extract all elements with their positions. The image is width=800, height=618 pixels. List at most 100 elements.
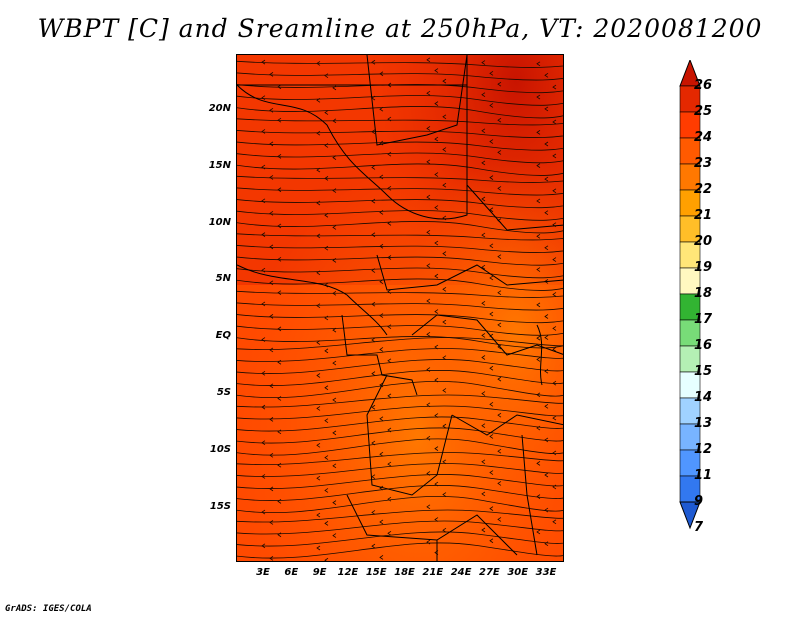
streamline	[237, 394, 563, 408]
streamline-arrow	[481, 264, 486, 270]
streamline-arrow	[481, 333, 486, 338]
streamline	[237, 221, 563, 234]
lon-tick-label: 30E	[507, 567, 529, 578]
lon-tick-label: 15E	[365, 567, 387, 578]
colorbar-label: 21	[694, 208, 713, 223]
streamline-arrow	[497, 517, 502, 522]
streamline	[237, 452, 563, 465]
streamline-arrow	[316, 512, 321, 518]
streamline	[237, 60, 563, 68]
streamline-arrow	[261, 198, 266, 204]
streamline-arrow	[387, 324, 392, 330]
streamline-arrow	[552, 188, 557, 194]
streamline-arrow	[387, 151, 392, 157]
colorbar-label: 7	[694, 520, 704, 535]
streamline-arrow	[316, 340, 321, 345]
streamline-arrow	[332, 118, 337, 124]
streamline-arrow	[552, 84, 557, 90]
streamline-arrow	[536, 94, 541, 100]
streamline-arrow	[277, 154, 282, 159]
streamline-arrow	[536, 198, 541, 204]
streamline-arrow	[552, 292, 557, 297]
lat-tick-label: 10S	[209, 443, 231, 455]
streamline-arrow	[552, 257, 557, 262]
streamline	[237, 267, 563, 279]
streamline	[237, 474, 563, 489]
streamline	[237, 187, 563, 196]
streamline-arrow	[497, 254, 502, 259]
streamline-arrow	[489, 470, 494, 475]
streamline-arrow	[489, 139, 494, 144]
streamline-arrow	[434, 309, 439, 314]
streamline-arrow	[489, 70, 494, 76]
colorbar	[679, 60, 701, 530]
map-panel	[236, 54, 564, 562]
streamline	[237, 278, 563, 291]
streamline-arrow	[481, 128, 486, 134]
lat-tick-label: 5N	[215, 273, 231, 285]
streamline	[237, 210, 563, 221]
streamline-arrow	[332, 155, 337, 160]
streamline-arrow	[481, 232, 486, 238]
lat-tick-label: 15S	[209, 500, 231, 512]
streamline-arrow	[324, 110, 329, 115]
streamline-arrow	[324, 176, 329, 181]
streamline-arrow	[536, 529, 541, 535]
streamline-arrow	[261, 95, 266, 101]
streamline-arrow	[261, 440, 266, 446]
colorbar-label: 16	[694, 338, 713, 353]
streamline	[237, 118, 563, 126]
streamline-arrow	[489, 506, 494, 511]
streamline-arrow	[277, 532, 282, 538]
streamline-arrow	[426, 126, 431, 131]
streamline-arrow	[261, 301, 266, 307]
streamline-arrow	[324, 385, 329, 391]
streamline-arrow	[497, 81, 502, 87]
streamline-arrow	[442, 147, 447, 152]
streamline	[237, 427, 563, 444]
streamline	[237, 141, 563, 151]
streamline-arrow	[442, 355, 447, 361]
streamline	[237, 130, 563, 138]
streamline-arrow	[269, 383, 274, 389]
streamline-arrow	[261, 404, 266, 410]
streamline-arrow	[316, 475, 321, 481]
streamline-arrow	[481, 300, 486, 306]
streamline	[237, 520, 563, 535]
streamline-arrow	[481, 196, 486, 202]
streamline-arrow	[316, 406, 321, 411]
streamline-arrow	[269, 347, 274, 353]
streamline-arrow	[379, 347, 384, 352]
streamline-arrow	[387, 221, 392, 226]
streamline	[237, 348, 563, 362]
streamline-arrow	[324, 73, 329, 79]
streamline-arrow	[426, 331, 431, 337]
streamline-arrow	[332, 360, 337, 366]
streamline-arrow	[536, 233, 541, 239]
streamline-arrow	[497, 481, 502, 486]
streamline-arrow	[434, 273, 439, 279]
streamline-arrow	[536, 461, 541, 466]
colorbar-label: 19	[694, 260, 713, 275]
streamline-arrow	[316, 130, 321, 136]
colorbar-label: 25	[694, 104, 713, 119]
streamline-arrow	[489, 538, 494, 544]
streamline-arrow	[536, 130, 541, 135]
streamline	[237, 163, 563, 176]
streamline-arrow	[387, 393, 392, 399]
streamline	[237, 463, 563, 477]
streamline-arrow	[481, 391, 486, 396]
streamline-arrow	[497, 322, 502, 328]
streamline-arrow	[324, 455, 329, 460]
streamline	[237, 531, 563, 547]
streamline-arrow	[316, 373, 321, 378]
streamline-arrow	[497, 344, 502, 350]
streamline	[237, 84, 563, 94]
streamline	[237, 106, 563, 119]
streamline-arrow	[316, 270, 321, 276]
streamline	[237, 325, 563, 336]
streamline-arrow	[371, 165, 376, 170]
streamline-arrow	[261, 509, 266, 515]
streamline-arrow	[552, 415, 557, 421]
streamline-arrow	[481, 491, 486, 497]
